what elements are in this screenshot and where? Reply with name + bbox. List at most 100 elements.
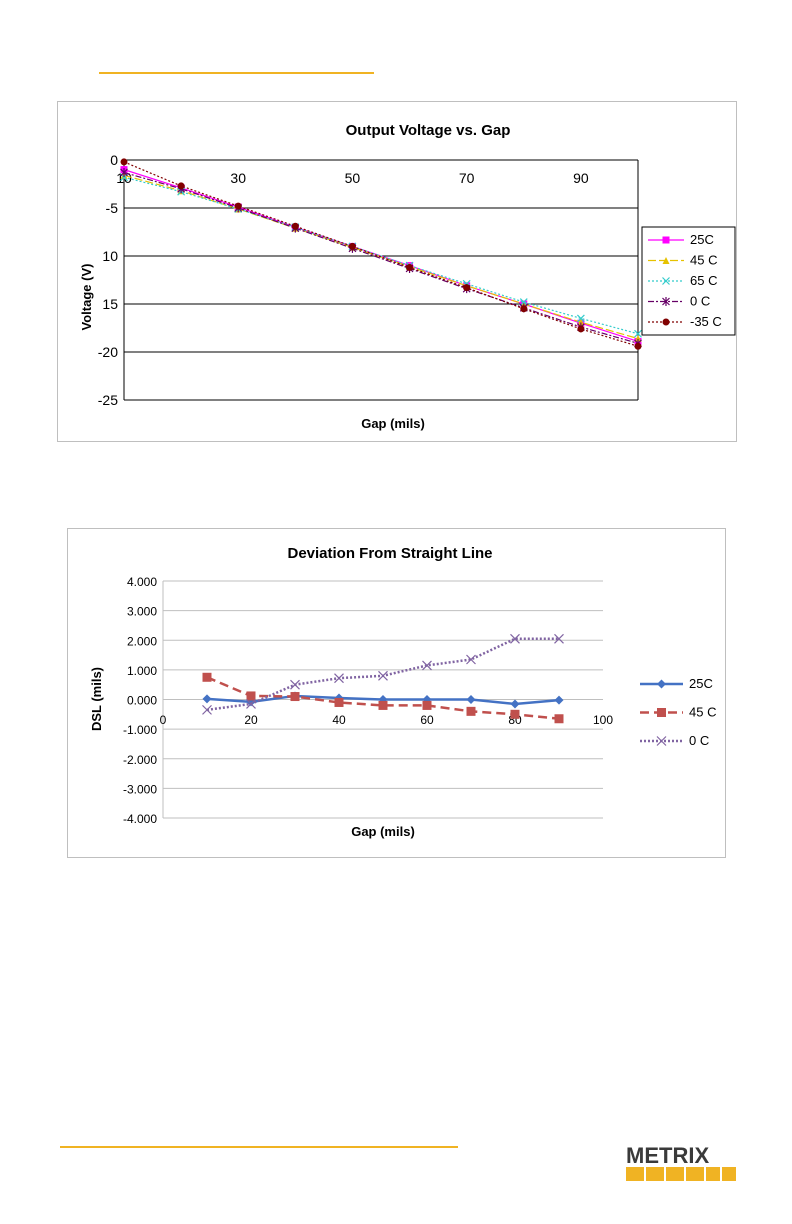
data-point bbox=[334, 673, 344, 684]
legend-marker bbox=[662, 297, 670, 306]
y-tick-label: 3.000 bbox=[127, 605, 157, 619]
x-tick-label: 20 bbox=[244, 713, 258, 727]
output-voltage-chart: Output Voltage vs. Gap 0-51015-20-251030… bbox=[57, 101, 737, 442]
legend-marker bbox=[662, 277, 670, 285]
legend-marker bbox=[657, 679, 666, 689]
data-point bbox=[466, 695, 476, 704]
series-line bbox=[123, 161, 639, 347]
bottom-accent-rule bbox=[60, 1146, 458, 1148]
data-point bbox=[634, 329, 642, 338]
data-point bbox=[202, 672, 212, 682]
data-point bbox=[576, 314, 585, 323]
data-point bbox=[554, 714, 564, 724]
data-point bbox=[378, 670, 388, 681]
x-tick-label: 50 bbox=[345, 170, 361, 186]
legend-marker bbox=[662, 257, 670, 264]
logo-block bbox=[722, 1167, 736, 1181]
logo-block bbox=[666, 1167, 684, 1181]
x-tick-label: 40 bbox=[332, 713, 346, 727]
series-2 bbox=[202, 633, 564, 715]
logo-wordmark: METRIX bbox=[626, 1143, 709, 1168]
deviation-chart-svg: Deviation From Straight Line 4.000 3.000 2… bbox=[89, 545, 716, 839]
legend-marker bbox=[657, 708, 666, 717]
series-3 bbox=[120, 167, 642, 348]
data-point bbox=[554, 633, 564, 644]
legend-label: 25C bbox=[689, 676, 713, 691]
data-point bbox=[463, 284, 471, 292]
data-point bbox=[554, 695, 564, 705]
y-axis-label: DSL (mils) bbox=[89, 667, 104, 731]
data-point bbox=[290, 679, 300, 690]
x-tick-label: 90 bbox=[573, 170, 589, 186]
y-tick-label: 0 bbox=[110, 152, 118, 168]
y-tick-label: -5 bbox=[106, 200, 119, 216]
legend-label: 45 C bbox=[689, 705, 716, 720]
legend-label: -35 C bbox=[690, 314, 722, 329]
data-point bbox=[202, 694, 212, 704]
y-tick-label: 1.000 bbox=[127, 664, 157, 678]
legend-marker bbox=[656, 736, 667, 746]
data-point bbox=[348, 242, 356, 250]
legend: 25C 45 C 65 C 0 C -35 C bbox=[641, 226, 736, 336]
logo-block bbox=[706, 1167, 720, 1181]
data-point bbox=[246, 699, 256, 709]
series-1 bbox=[202, 672, 564, 724]
y-tick-label: -3.000 bbox=[123, 782, 157, 796]
series-line bbox=[123, 176, 639, 335]
legend: 25C 45 C 0 C bbox=[640, 676, 716, 748]
y-tick-label: -25 bbox=[98, 392, 118, 408]
logo-block bbox=[686, 1167, 704, 1181]
data-point bbox=[577, 318, 585, 326]
data-point bbox=[378, 700, 388, 710]
data-point bbox=[422, 660, 432, 671]
data-point bbox=[177, 182, 185, 190]
x-tick-label: 70 bbox=[459, 170, 475, 186]
x-tick-label: 60 bbox=[420, 713, 434, 727]
data-point bbox=[334, 697, 344, 707]
chart-title: Deviation From Straight Line bbox=[287, 545, 492, 562]
legend-label: 0 C bbox=[689, 733, 709, 748]
x-tick-label: 30 bbox=[230, 170, 246, 186]
logo-block bbox=[646, 1167, 664, 1181]
legend-label: 45 C bbox=[690, 253, 717, 268]
data-point bbox=[510, 709, 520, 719]
data-point bbox=[406, 264, 414, 272]
y-tick-label: -4.000 bbox=[123, 812, 157, 826]
y-tick-label: 15 bbox=[102, 296, 118, 312]
output-voltage-chart-svg: Output Voltage vs. Gap 0-51015-20-251030… bbox=[79, 122, 736, 431]
data-point bbox=[520, 305, 528, 313]
data-point bbox=[519, 298, 528, 307]
y-tick-label: -1.000 bbox=[123, 723, 157, 737]
data-point bbox=[466, 706, 476, 716]
y-tick-label: 10 bbox=[102, 248, 118, 264]
deviation-chart: Deviation From Straight Line 4.000 3.000 2… bbox=[67, 528, 726, 858]
data-point bbox=[510, 699, 520, 709]
metrix-logo: METRIX bbox=[626, 1143, 738, 1183]
legend-label: 0 C bbox=[690, 294, 710, 309]
data-point bbox=[120, 167, 128, 177]
data-point bbox=[290, 692, 300, 702]
x-tick-label: 100 bbox=[593, 713, 613, 727]
data-point bbox=[634, 342, 642, 350]
data-point bbox=[234, 202, 242, 210]
logo-blocks bbox=[626, 1167, 736, 1181]
data-point bbox=[510, 633, 520, 644]
legend-label: 25C bbox=[690, 232, 714, 247]
y-tick-label: 4.000 bbox=[127, 575, 157, 589]
data-point bbox=[120, 158, 128, 166]
series-line bbox=[123, 171, 639, 344]
data-point bbox=[577, 325, 585, 333]
data-point bbox=[291, 222, 299, 230]
data-point bbox=[634, 335, 642, 343]
series-line bbox=[206, 676, 560, 720]
x-axis-label: Gap (mils) bbox=[351, 824, 415, 839]
data-point bbox=[246, 691, 256, 701]
y-tick-label: -2.000 bbox=[123, 753, 157, 767]
y-tick-label: 2.000 bbox=[127, 634, 157, 648]
y-tick-label: -20 bbox=[98, 344, 118, 360]
chart-title: Output Voltage vs. Gap bbox=[346, 122, 511, 139]
metrix-logo-svg: METRIX bbox=[626, 1143, 736, 1181]
legend-marker bbox=[662, 318, 670, 326]
top-accent-rule bbox=[99, 72, 374, 74]
series-4 bbox=[120, 158, 642, 350]
